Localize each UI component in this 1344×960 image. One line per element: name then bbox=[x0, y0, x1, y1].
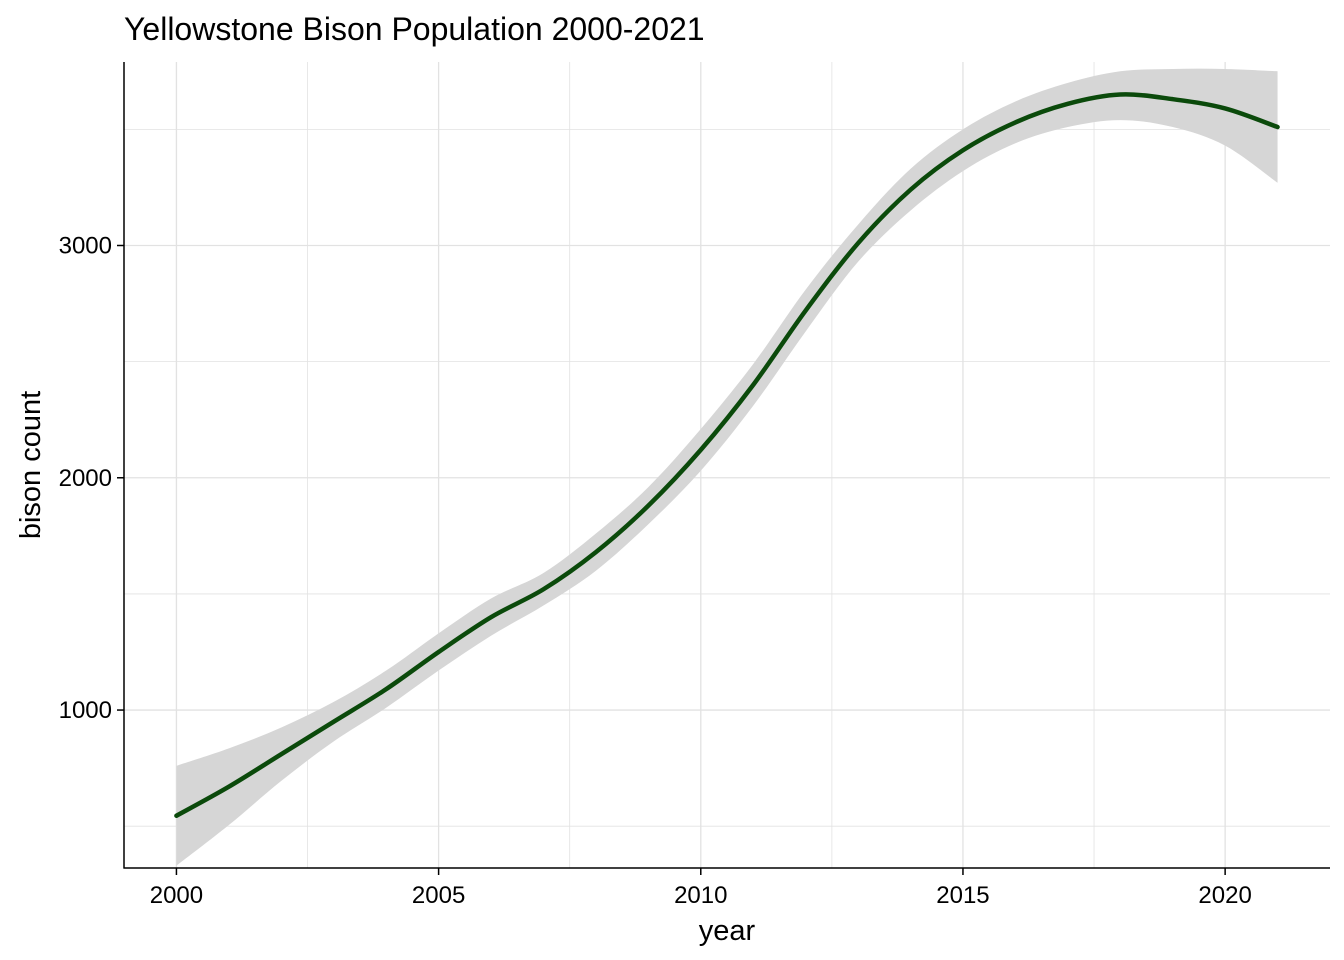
trend-line bbox=[174, 92, 1280, 818]
x-tick-label: 2020 bbox=[1198, 882, 1251, 909]
confidence-band bbox=[176, 68, 1278, 866]
x-tick-label: 2005 bbox=[412, 882, 465, 909]
y-axis-title: bison count bbox=[15, 391, 47, 539]
y-tick-label: 1000 bbox=[59, 697, 112, 724]
tick-labels: 2000 2005 2010 2015 2020 1000 2000 3000 bbox=[59, 232, 1252, 909]
x-tick-label: 2010 bbox=[674, 882, 727, 909]
chart-title: Yellowstone Bison Population 2000-2021 bbox=[124, 11, 705, 47]
y-tick-label: 2000 bbox=[59, 465, 112, 492]
x-tick-label: 2015 bbox=[936, 882, 989, 909]
axes bbox=[117, 62, 1330, 875]
trend-line-layer bbox=[174, 92, 1280, 818]
x-tick-label: 2000 bbox=[150, 882, 203, 909]
x-axis-title: year bbox=[699, 915, 756, 947]
y-tick-label: 3000 bbox=[59, 232, 112, 259]
confidence-band-layer bbox=[176, 68, 1278, 866]
